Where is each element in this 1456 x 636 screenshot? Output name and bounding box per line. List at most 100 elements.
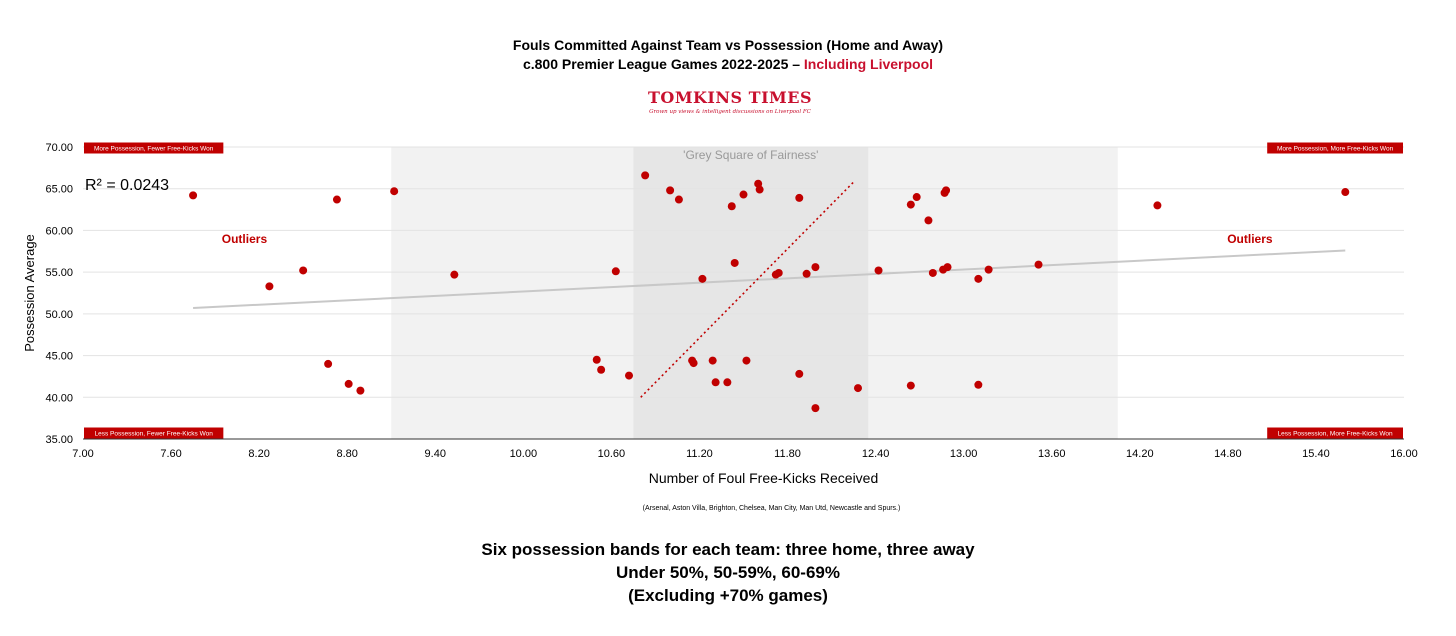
data-point bbox=[1153, 201, 1162, 210]
x-tick-label: 14.80 bbox=[1214, 448, 1242, 460]
x-tick-label: 11.80 bbox=[774, 448, 801, 460]
y-tick-label: 35.00 bbox=[45, 434, 73, 446]
x-tick-label: 9.40 bbox=[425, 448, 446, 460]
corner-label-top-right-bg bbox=[1267, 142, 1403, 154]
data-point bbox=[708, 356, 717, 365]
x-tick-label: 7.60 bbox=[160, 448, 181, 460]
y-tick-label: 40.00 bbox=[45, 392, 73, 404]
y-tick-label: 65.00 bbox=[45, 184, 73, 196]
y-tick-label: 60.00 bbox=[45, 225, 73, 237]
data-point bbox=[611, 267, 620, 276]
data-point bbox=[924, 216, 933, 225]
chart-trendlines bbox=[193, 181, 1346, 398]
tomkins-times-logo: TOMKINS TIMES Grown up views & intellige… bbox=[640, 88, 820, 115]
data-point bbox=[666, 186, 675, 195]
corner-label-top-left: More Possession, Fewer Free-Kicks Won bbox=[94, 146, 214, 153]
data-point bbox=[356, 386, 365, 395]
data-point bbox=[755, 185, 764, 194]
data-point bbox=[795, 369, 804, 378]
data-point bbox=[853, 384, 862, 393]
data-point bbox=[674, 195, 683, 204]
chart-title-line-2: c.800 Premier League Games 2022-2025 – I… bbox=[0, 56, 1456, 72]
x-tick-label: 10.00 bbox=[510, 448, 538, 460]
data-point bbox=[943, 263, 952, 272]
data-point bbox=[390, 187, 399, 196]
x-tick-label: 11.20 bbox=[686, 448, 713, 460]
fairness-diagonal bbox=[640, 181, 855, 398]
r-squared-label: R² = 0.0243 bbox=[85, 177, 169, 194]
y-tick-label: 45.00 bbox=[45, 351, 73, 363]
corner-label-top-left-bg bbox=[84, 142, 224, 154]
data-point bbox=[641, 171, 650, 180]
data-point bbox=[811, 263, 820, 272]
chart-points bbox=[189, 171, 1350, 413]
data-point bbox=[974, 274, 983, 283]
grey-square-band bbox=[633, 147, 869, 439]
outliers-label: Outliers bbox=[222, 232, 268, 246]
y-tick-label: 55.00 bbox=[45, 267, 73, 279]
corner-label-bottom-left: Less Possession, Fewer Free-Kicks Won bbox=[94, 431, 213, 438]
scatter-chart: 'Grey Square of Fairness' 35.00 40.00 45.00… bbox=[22, 142, 1418, 512]
logo-tagline: Grown up views & intelligent discussions… bbox=[649, 109, 811, 115]
data-point bbox=[802, 269, 811, 278]
x-tick-label: 13.60 bbox=[1038, 448, 1066, 460]
data-point bbox=[592, 355, 601, 364]
x-tick-label: 12.40 bbox=[862, 448, 890, 460]
x-tick-label: 10.60 bbox=[598, 448, 626, 460]
data-point bbox=[874, 266, 883, 275]
title-prefix: c.800 Premier League Games 2022-2025 – bbox=[522, 56, 804, 72]
data-point bbox=[698, 274, 707, 283]
x-axis-title: Number of Foul Free-Kicks Received bbox=[649, 470, 879, 486]
corner-label-top-right: More Possession, More Free-Kicks Won bbox=[1277, 146, 1394, 153]
x-tick-label: 14.20 bbox=[1126, 448, 1154, 460]
data-point bbox=[912, 193, 921, 202]
corner-label-bottom-right: Less Possession, More Free-Kicks Won bbox=[1278, 431, 1393, 438]
data-point bbox=[711, 378, 720, 387]
data-point bbox=[344, 379, 353, 388]
chart-title-line-1: Fouls Committed Against Team vs Possessi… bbox=[512, 37, 944, 53]
grey-square-label: 'Grey Square of Fairness' bbox=[683, 148, 818, 162]
y-tick-label: 50.00 bbox=[45, 309, 73, 321]
data-point bbox=[324, 359, 333, 368]
data-point bbox=[597, 365, 606, 374]
data-point bbox=[739, 190, 748, 199]
data-point bbox=[795, 193, 804, 202]
data-point bbox=[928, 268, 937, 277]
chart-labels: 'Grey Square of Fairness' 35.00 40.00 45.00… bbox=[22, 142, 1418, 512]
logo-wordmark: TOMKINS TIMES bbox=[647, 88, 813, 107]
data-point bbox=[332, 195, 341, 204]
chart-bands bbox=[391, 147, 1118, 439]
x-tick-label: 16.00 bbox=[1390, 448, 1418, 460]
data-point bbox=[625, 371, 634, 380]
x-tick-label: 15.40 bbox=[1302, 448, 1330, 460]
data-point bbox=[723, 378, 732, 387]
footer-line-1: Six possession bands for each team: thre… bbox=[481, 540, 975, 559]
footer-line-2: Under 50%, 50-59%, 60-69% bbox=[616, 563, 840, 582]
footer-line-3: (Excluding +70% games) bbox=[628, 586, 828, 605]
data-point bbox=[730, 258, 739, 267]
corner-label-bottom-left-bg bbox=[84, 427, 224, 439]
outliers-label: Outliers bbox=[1227, 232, 1273, 246]
data-point bbox=[727, 202, 736, 211]
team-list-note: (Arsenal, Aston Villa, Brighton, Chelsea… bbox=[643, 505, 901, 512]
y-axis-title: Possession Average bbox=[22, 234, 37, 352]
data-point bbox=[906, 381, 915, 390]
data-point bbox=[742, 356, 751, 365]
x-tick-label: 13.00 bbox=[950, 448, 978, 460]
corner-label-bottom-right-bg bbox=[1267, 427, 1403, 439]
x-tick-label: 8.80 bbox=[336, 448, 357, 460]
data-point bbox=[974, 380, 983, 389]
y-tick-label: 70.00 bbox=[45, 142, 73, 154]
data-point bbox=[189, 191, 198, 200]
data-point bbox=[265, 282, 274, 291]
data-point bbox=[1341, 188, 1350, 197]
trendline bbox=[193, 249, 1346, 310]
title-accent: Including Liverpool bbox=[803, 56, 934, 72]
x-tick-label: 7.00 bbox=[72, 448, 93, 460]
data-point bbox=[689, 359, 698, 368]
data-point bbox=[984, 265, 993, 274]
data-point bbox=[774, 268, 783, 277]
data-point bbox=[299, 266, 308, 275]
data-point bbox=[1034, 260, 1043, 269]
data-point bbox=[906, 200, 915, 209]
